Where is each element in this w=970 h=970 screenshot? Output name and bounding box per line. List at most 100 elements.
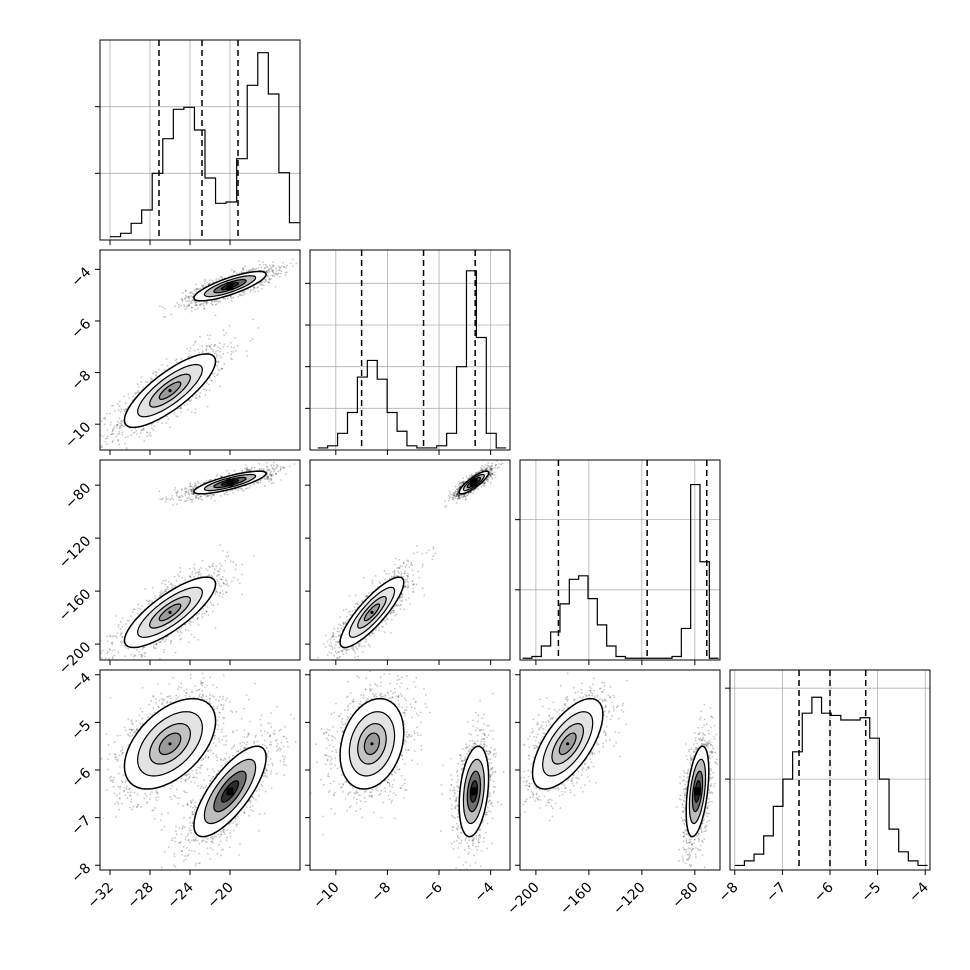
sample-point (217, 346, 219, 348)
sample-point (213, 345, 215, 347)
sample-point (163, 651, 165, 653)
sample-point (246, 467, 248, 469)
sample-point (180, 777, 182, 779)
sample-point (218, 741, 220, 743)
sample-point (161, 364, 163, 366)
sample-point (269, 278, 271, 280)
sample-point (218, 844, 220, 846)
sample-point (247, 469, 249, 471)
sample-point (267, 266, 269, 268)
sample-point (93, 769, 95, 771)
sample-point (102, 436, 104, 438)
sample-point (136, 729, 138, 731)
sample-point (396, 613, 398, 615)
sample-point (193, 350, 195, 352)
sample-point (233, 270, 235, 272)
sample-point (235, 569, 237, 571)
sample-point (126, 797, 128, 799)
sample-point (205, 568, 207, 570)
sample-point (164, 649, 166, 651)
sample-point (124, 727, 126, 729)
sample-point (221, 596, 223, 598)
sample-point (227, 345, 229, 347)
sample-point (214, 568, 216, 570)
sample-point (199, 287, 201, 289)
sample-point (236, 272, 238, 274)
sample-point (194, 486, 196, 488)
sample-point (335, 636, 337, 638)
sample-point (128, 729, 130, 731)
sample-point (343, 623, 345, 625)
sample-point (175, 866, 177, 868)
sample-point (178, 686, 180, 688)
cluster-1 (444, 458, 504, 508)
sample-point (252, 267, 254, 269)
sample-point (219, 696, 221, 698)
sample-point (218, 738, 220, 740)
sample-point (188, 773, 190, 775)
sample-point (195, 802, 197, 804)
sample-point (175, 796, 177, 798)
sample-point (404, 570, 406, 572)
sample-point (129, 732, 131, 734)
sample-point (152, 809, 154, 811)
sample-point (184, 297, 186, 299)
sample-point (246, 270, 248, 272)
histogram-bin (700, 562, 709, 660)
sample-point (399, 565, 401, 567)
sample-point (200, 575, 202, 577)
sample-point (208, 565, 210, 567)
sample-point (269, 478, 271, 480)
sample-point (215, 593, 217, 595)
sample-point (154, 595, 156, 597)
sample-point (146, 802, 148, 804)
sample-point (241, 594, 243, 596)
sample-point (191, 411, 193, 413)
sample-point (176, 630, 178, 632)
sample-point (231, 711, 233, 713)
sample-point (135, 393, 137, 395)
sample-point (198, 482, 200, 484)
sample-point (390, 632, 392, 634)
sample-point (491, 463, 493, 465)
sample-point (179, 496, 181, 498)
sample-point (339, 616, 341, 618)
sample-point (190, 781, 192, 783)
sample-point (196, 288, 198, 290)
sample-point (137, 804, 139, 806)
sample-point (114, 803, 116, 805)
sample-point (273, 275, 275, 277)
sample-point (207, 495, 209, 497)
sample-point (120, 634, 122, 636)
sample-point (254, 286, 256, 288)
histogram-bin (681, 628, 690, 660)
sample-point (209, 495, 211, 497)
sample-point (198, 613, 200, 615)
sample-point (226, 583, 228, 585)
sample-point (222, 709, 224, 711)
sample-point (133, 806, 135, 808)
sample-point (218, 595, 220, 597)
sample-point (174, 305, 176, 307)
sample-point (208, 345, 210, 347)
histogram-bin (541, 646, 550, 660)
sample-point (421, 566, 423, 568)
sample-point (183, 790, 185, 792)
sample-point (487, 465, 489, 467)
sample-point (223, 717, 225, 719)
sample-point (252, 318, 254, 320)
sample-point (212, 304, 214, 306)
sample-point (103, 684, 105, 686)
histogram-bin (841, 720, 851, 870)
sample-point (147, 601, 149, 603)
sample-point (494, 471, 496, 473)
sample-point (449, 491, 451, 493)
sample-point (192, 571, 194, 573)
sample-point (197, 618, 199, 620)
sample-point (200, 483, 202, 485)
sample-point (180, 500, 182, 502)
sample-point (105, 438, 107, 440)
sample-point (194, 569, 196, 571)
sample-point (143, 440, 145, 442)
sample-point (165, 499, 167, 501)
